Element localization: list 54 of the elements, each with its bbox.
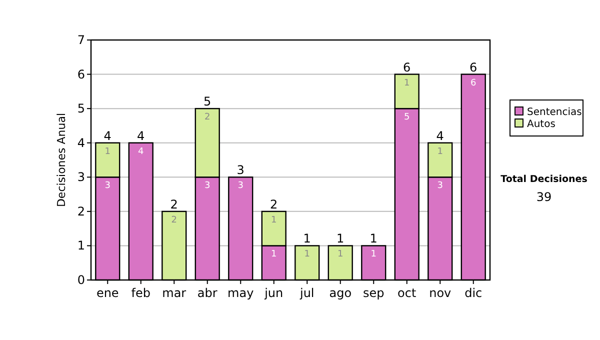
data-label: 2	[171, 215, 177, 226]
total-label: 6	[470, 60, 478, 74]
y-tick-label: 3	[77, 170, 85, 184]
total-label: 1	[303, 232, 311, 246]
total-label: 1	[336, 232, 344, 246]
data-label: 3	[437, 181, 443, 192]
x-tick-label: nov	[429, 286, 452, 300]
y-tick-label: 0	[77, 273, 85, 287]
x-tick-label: may	[228, 286, 254, 300]
x-tick-label: jun	[264, 286, 284, 300]
total-label: 4	[137, 128, 145, 143]
y-tick-label: 5	[77, 102, 85, 116]
y-tick-label: 7	[77, 33, 85, 47]
total-label: 4	[436, 128, 444, 143]
data-label: 5	[404, 112, 410, 123]
y-tick-label: 1	[77, 238, 85, 253]
x-tick-label: oct	[398, 286, 416, 300]
legend-label: Autos	[527, 119, 556, 130]
data-label: 2	[204, 112, 210, 123]
text: 39	[536, 190, 552, 204]
data-label: 1	[304, 250, 310, 260]
x-tick-label: dic	[464, 286, 482, 300]
data-label: 3	[104, 181, 110, 192]
data-label: 1	[404, 78, 410, 88]
data-label: 1	[437, 146, 443, 157]
x-tick-label: abr	[197, 286, 218, 300]
y-axis-title: Decisiones Anual	[55, 112, 68, 208]
data-label: 3	[238, 181, 244, 192]
total-label: 5	[204, 94, 212, 109]
data-label: 4	[138, 146, 144, 157]
x-tick-label: ene	[96, 286, 119, 300]
data-label: 1	[271, 250, 277, 260]
total-label: 1	[370, 232, 378, 246]
data-label: 1	[338, 250, 344, 260]
x-tick-label: ago	[329, 286, 352, 300]
data-label: 3	[204, 181, 210, 192]
x-tick-label: jul	[298, 286, 314, 300]
legend-label: Sentencias	[527, 107, 582, 118]
total-label: 4	[104, 128, 112, 143]
y-tick-label: 2	[77, 204, 85, 218]
data-label: 1	[370, 250, 376, 260]
total-label: 2	[270, 197, 278, 212]
total-label: 6	[403, 60, 411, 74]
data-label: 6	[470, 78, 477, 88]
total-label: 2	[170, 197, 178, 212]
y-tick-label: 6	[77, 67, 85, 82]
y-tick-label: 4	[77, 136, 85, 150]
text: Total Decisiones	[500, 174, 588, 185]
total-label: 3	[236, 163, 244, 178]
x-tick-label: mar	[162, 286, 186, 300]
data-label: 1	[271, 215, 277, 226]
x-tick-label: sep	[362, 286, 384, 300]
data-label: 1	[104, 146, 110, 157]
x-tick-label: feb	[131, 286, 150, 300]
